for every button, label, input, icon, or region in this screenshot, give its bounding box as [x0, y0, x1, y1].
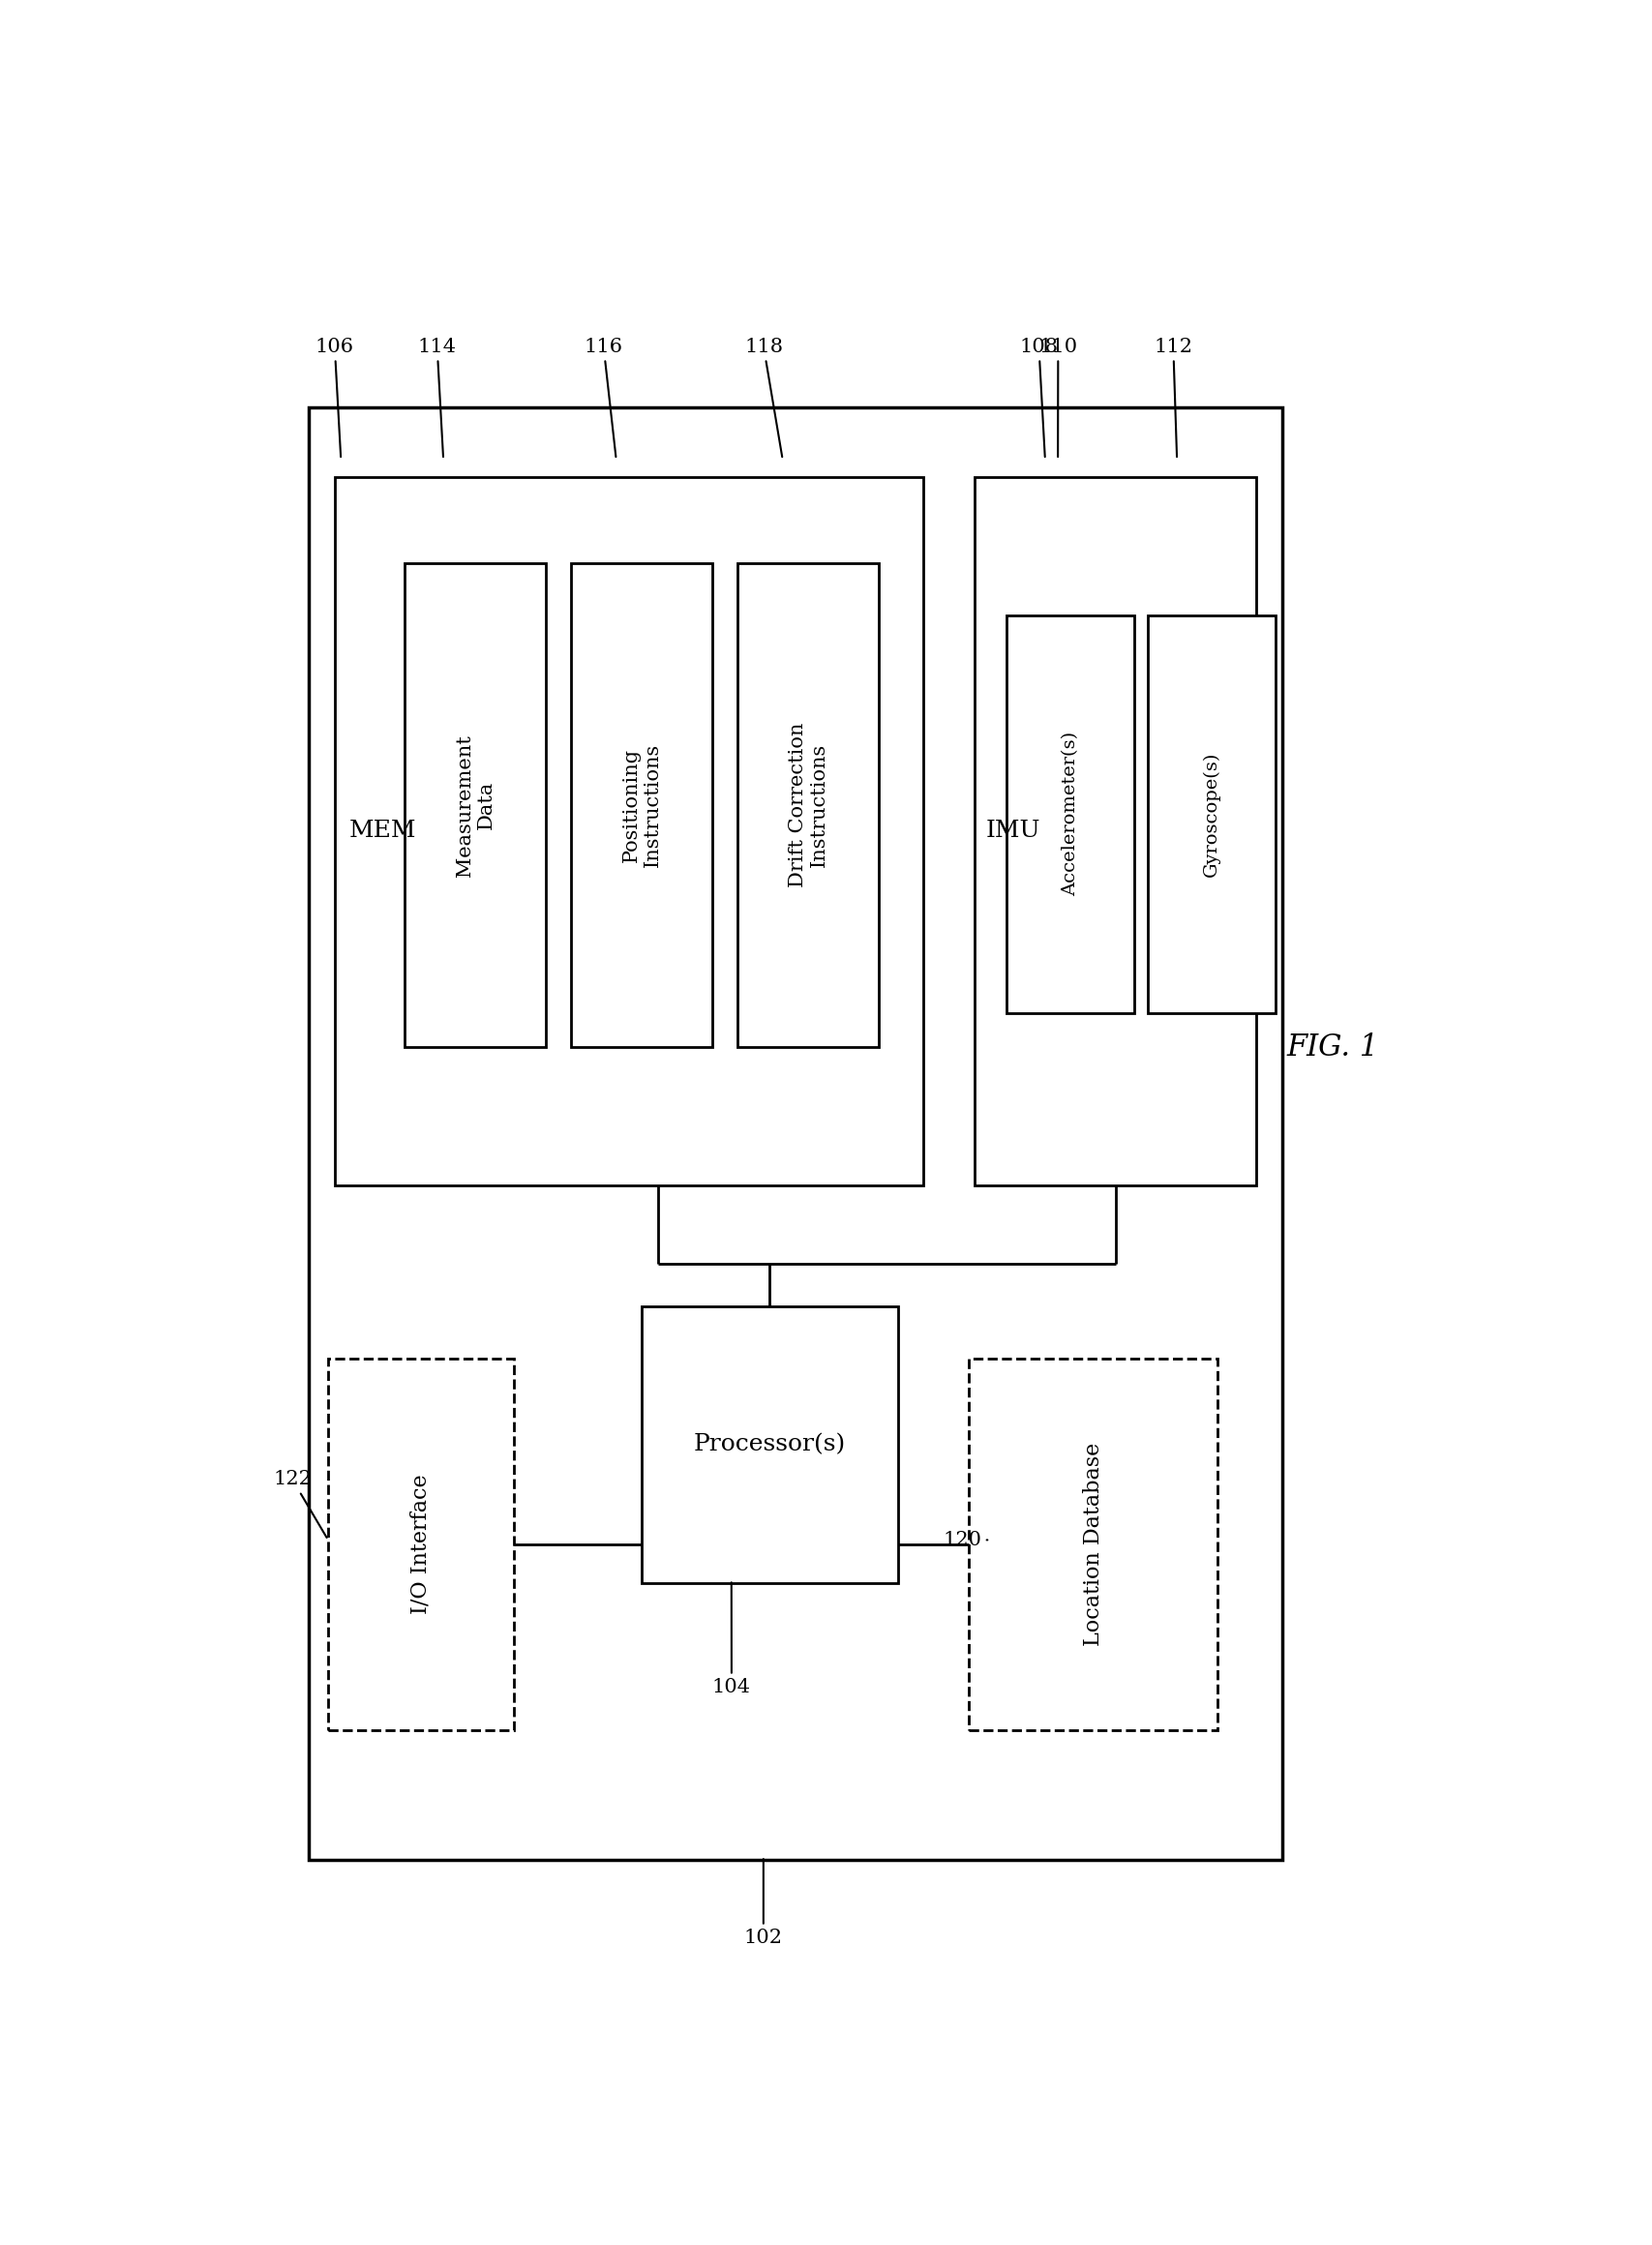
Text: 108: 108	[1019, 337, 1059, 458]
Text: Gyroscope(s): Gyroscope(s)	[1203, 752, 1221, 876]
Bar	[641, 1307, 899, 1583]
Bar	[309, 409, 1282, 1859]
Bar	[738, 563, 879, 1046]
Bar	[334, 476, 923, 1185]
Text: 114: 114	[418, 337, 456, 458]
Text: 104: 104	[712, 1583, 752, 1697]
Text: 122: 122	[273, 1470, 327, 1538]
Text: Positioning
Instructions: Positioning Instructions	[621, 743, 662, 867]
Bar	[1006, 615, 1135, 1012]
Text: IMU: IMU	[986, 819, 1041, 842]
Text: 110: 110	[1039, 337, 1077, 458]
Bar	[329, 1358, 514, 1731]
Text: Location Database: Location Database	[1082, 1444, 1104, 1646]
Text: 112: 112	[1153, 337, 1193, 458]
Text: Accelerometer(s): Accelerometer(s)	[1062, 732, 1079, 896]
Text: FIG. 1: FIG. 1	[1287, 1033, 1379, 1062]
Text: MEM: MEM	[350, 819, 416, 842]
Text: 106: 106	[316, 337, 354, 458]
Bar	[968, 1358, 1218, 1731]
Bar	[572, 563, 712, 1046]
Text: 118: 118	[743, 337, 783, 458]
Text: Measurement
Data: Measurement Data	[456, 734, 496, 876]
Text: 120: 120	[943, 1531, 988, 1549]
Text: 102: 102	[743, 1859, 783, 1946]
Bar	[405, 563, 545, 1046]
Text: Drift Correction
Instructions: Drift Correction Instructions	[788, 723, 828, 887]
Text: 116: 116	[585, 337, 623, 458]
Bar	[1148, 615, 1275, 1012]
Text: I/O Interface: I/O Interface	[410, 1475, 431, 1614]
Text: Processor(s): Processor(s)	[694, 1435, 846, 1457]
Bar	[975, 476, 1256, 1185]
